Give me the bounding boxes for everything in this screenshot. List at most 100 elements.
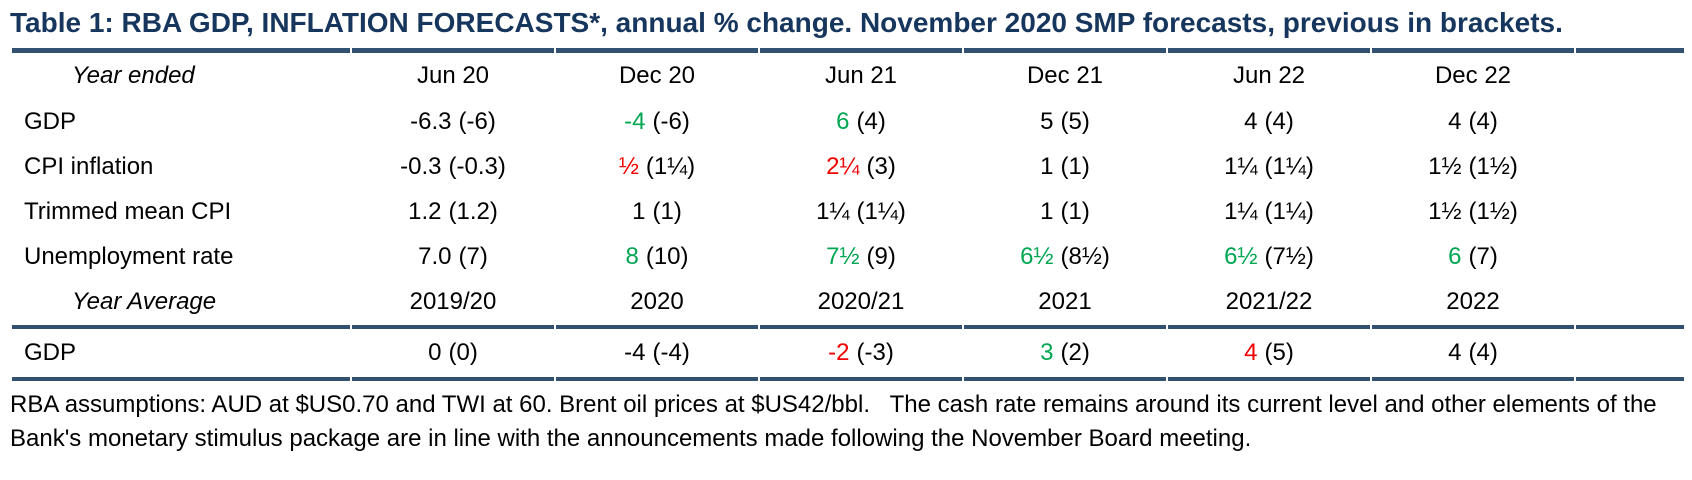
row-label-trimmed-mean-cpi: Trimmed mean CPI xyxy=(24,197,232,225)
previous-forecast-value: (0) xyxy=(448,339,478,366)
forecast-value: 1.2 xyxy=(408,197,442,225)
forecast-cell: 1¼ (1¼) xyxy=(760,189,962,234)
column-header-dec21: Dec 21 xyxy=(964,48,1166,99)
table-row-trimmed-mean-cpi: Trimmed mean CPI 1.2 (1.2) 1 (1) 1¼ (1¼) 1(… xyxy=(12,189,1684,234)
previous-forecast-value: (5) xyxy=(1264,339,1294,366)
previous-forecast-value: (-3) xyxy=(856,339,894,366)
forecast-cell: -6.3 (-6) xyxy=(352,99,554,144)
previous-forecast-value: (1½) xyxy=(1468,152,1518,180)
forecast-cell: 6½ (7½) xyxy=(1168,234,1370,279)
previous-forecast-value: (4) xyxy=(1468,107,1498,135)
table-year-average-header-row: Year Average 2019/20 2020 2020/21 2021 2… xyxy=(12,279,1684,325)
forecast-cell: 4 (5) xyxy=(1168,325,1370,381)
previous-forecast-value: (1¼) xyxy=(856,197,906,225)
forecast-cell: -4 (-4) xyxy=(556,325,758,381)
forecast-value: 1¼ xyxy=(1224,197,1258,225)
previous-forecast-value: (10) xyxy=(645,242,689,270)
forecast-cell: 6½ (8½) xyxy=(964,234,1166,279)
row-label-gdp-year-average: GDP xyxy=(12,325,350,381)
forecast-cell: -4 (-6) xyxy=(556,99,758,144)
column-header-jun22: Jun 22 xyxy=(1168,48,1370,99)
forecast-value: -4 xyxy=(624,339,646,366)
forecast-cell: 1.2 (1.2) xyxy=(352,189,554,234)
forecast-value: -6.3 xyxy=(410,107,452,135)
forecast-value: ½ xyxy=(618,152,639,180)
forecast-cell: -2 (-3) xyxy=(760,325,962,381)
previous-forecast-value: (1.2) xyxy=(448,197,498,225)
forecast-value: 1¼ xyxy=(816,197,850,225)
forecast-value: -2 xyxy=(828,339,850,366)
forecast-cell: 1¼ (1¼) xyxy=(1168,189,1370,234)
previous-forecast-value: (7) xyxy=(1468,242,1498,270)
column-header-2020-21: 2020/21 xyxy=(817,288,905,315)
forecast-value: 0 xyxy=(428,339,442,366)
previous-forecast-value: (1½) xyxy=(1468,197,1518,225)
previous-forecast-value: (-6) xyxy=(652,107,690,135)
table-row-unemployment-rate: Unemployment rate 7.0 (7) 8 (10) 7½ (9) 6½(… xyxy=(12,234,1684,279)
column-header-dec20: Dec 20 xyxy=(556,48,758,99)
row-spacer xyxy=(1576,189,1684,234)
row-spacer xyxy=(1576,234,1684,279)
forecast-cell: 6 (4) xyxy=(760,99,962,144)
column-header-2019-20: 2019/20 xyxy=(409,288,497,315)
forecast-value: 5 xyxy=(1040,107,1054,135)
row-label-gdp: GDP xyxy=(24,107,77,135)
forecast-value: 8 xyxy=(625,242,639,270)
table-row-cpi-inflation: CPI inflation -0.3 (-0.3) ½ (1¼) 2¼ (3) 1 (1… xyxy=(12,144,1684,189)
previous-forecast-value: (1¼) xyxy=(645,152,696,180)
forecast-cell: 5 (5) xyxy=(964,99,1166,144)
column-header-dec22: Dec 22 xyxy=(1372,48,1574,99)
forecast-cell: -0.3 (-0.3) xyxy=(352,144,554,189)
forecast-cell: 3 (2) xyxy=(964,325,1166,381)
table-row-gdp-year-average: GDP 0 (0) -4 (-4) -2 (-3) 3 (2) 4 (5) 4 (4) xyxy=(12,325,1684,381)
row-spacer xyxy=(1576,279,1684,325)
previous-forecast-value: (2) xyxy=(1060,339,1090,366)
footnote-text: RBA assumptions: AUD at $US0.70 and TWI … xyxy=(10,391,1664,452)
forecast-value: 1¼ xyxy=(1224,152,1258,180)
forecast-value: 4 xyxy=(1244,339,1258,366)
previous-forecast-value: (5) xyxy=(1060,107,1090,135)
forecast-value: 2¼ xyxy=(826,152,860,180)
previous-forecast-value: (-6) xyxy=(458,107,496,135)
forecast-value: 1½ xyxy=(1428,152,1462,180)
previous-forecast-value: (4) xyxy=(1468,339,1498,366)
forecast-value: 7.0 xyxy=(418,242,452,270)
previous-forecast-value: (9) xyxy=(866,242,896,270)
forecast-table: Year ended Jun 20 Dec 20 Jun 21 Dec 21 J… xyxy=(10,48,1686,381)
previous-forecast-value: (1) xyxy=(1060,197,1090,225)
forecast-cell: 1½ (1½) xyxy=(1372,144,1574,189)
forecast-value: 4 xyxy=(1448,107,1462,135)
previous-forecast-value: (1¼) xyxy=(1264,197,1314,225)
column-header-jun20: Jun 20 xyxy=(352,48,554,99)
previous-forecast-value: (4) xyxy=(856,107,886,135)
column-header-jun21: Jun 21 xyxy=(760,48,962,99)
forecast-value: 1 xyxy=(632,197,646,225)
table-row-gdp: GDP -6.3 (-6) -4 (-6) 6 (4) 5 (5) 4 (4) 4 (4) xyxy=(12,99,1684,144)
row-label-cpi-inflation: CPI inflation xyxy=(24,152,154,180)
forecast-cell: ½ (1¼) xyxy=(556,144,758,189)
forecast-cell: 1 (1) xyxy=(556,189,758,234)
previous-forecast-value: (8½) xyxy=(1060,242,1110,270)
forecast-value: 6½ xyxy=(1020,242,1054,270)
forecast-value: 1 xyxy=(1040,152,1054,180)
forecast-value: -0.3 xyxy=(400,152,442,180)
forecast-value: 6 xyxy=(836,107,850,135)
column-header-2022: 2022 xyxy=(1446,288,1500,315)
year-ended-label: Year ended xyxy=(12,48,350,99)
forecast-value: 4 xyxy=(1448,339,1462,366)
previous-forecast-value: (1) xyxy=(652,197,682,225)
row-spacer xyxy=(1576,99,1684,144)
forecast-value: -4 xyxy=(624,107,646,135)
forecast-cell: 0 (0) xyxy=(352,325,554,381)
previous-forecast-value: (1) xyxy=(1060,152,1090,180)
forecast-value: 1 xyxy=(1040,197,1054,225)
year-average-label: Year Average xyxy=(72,288,217,315)
forecast-cell: 4 (4) xyxy=(1168,99,1370,144)
previous-forecast-value: (3) xyxy=(866,152,896,180)
previous-forecast-value: (7) xyxy=(458,242,488,270)
column-header-2020: 2020 xyxy=(630,288,684,315)
forecast-cell: 7½ (9) xyxy=(760,234,962,279)
forecast-cell: 1½ (1½) xyxy=(1372,189,1574,234)
forecast-cell: 7.0 (7) xyxy=(352,234,554,279)
row-label-unemployment-rate: Unemployment rate xyxy=(24,242,234,270)
